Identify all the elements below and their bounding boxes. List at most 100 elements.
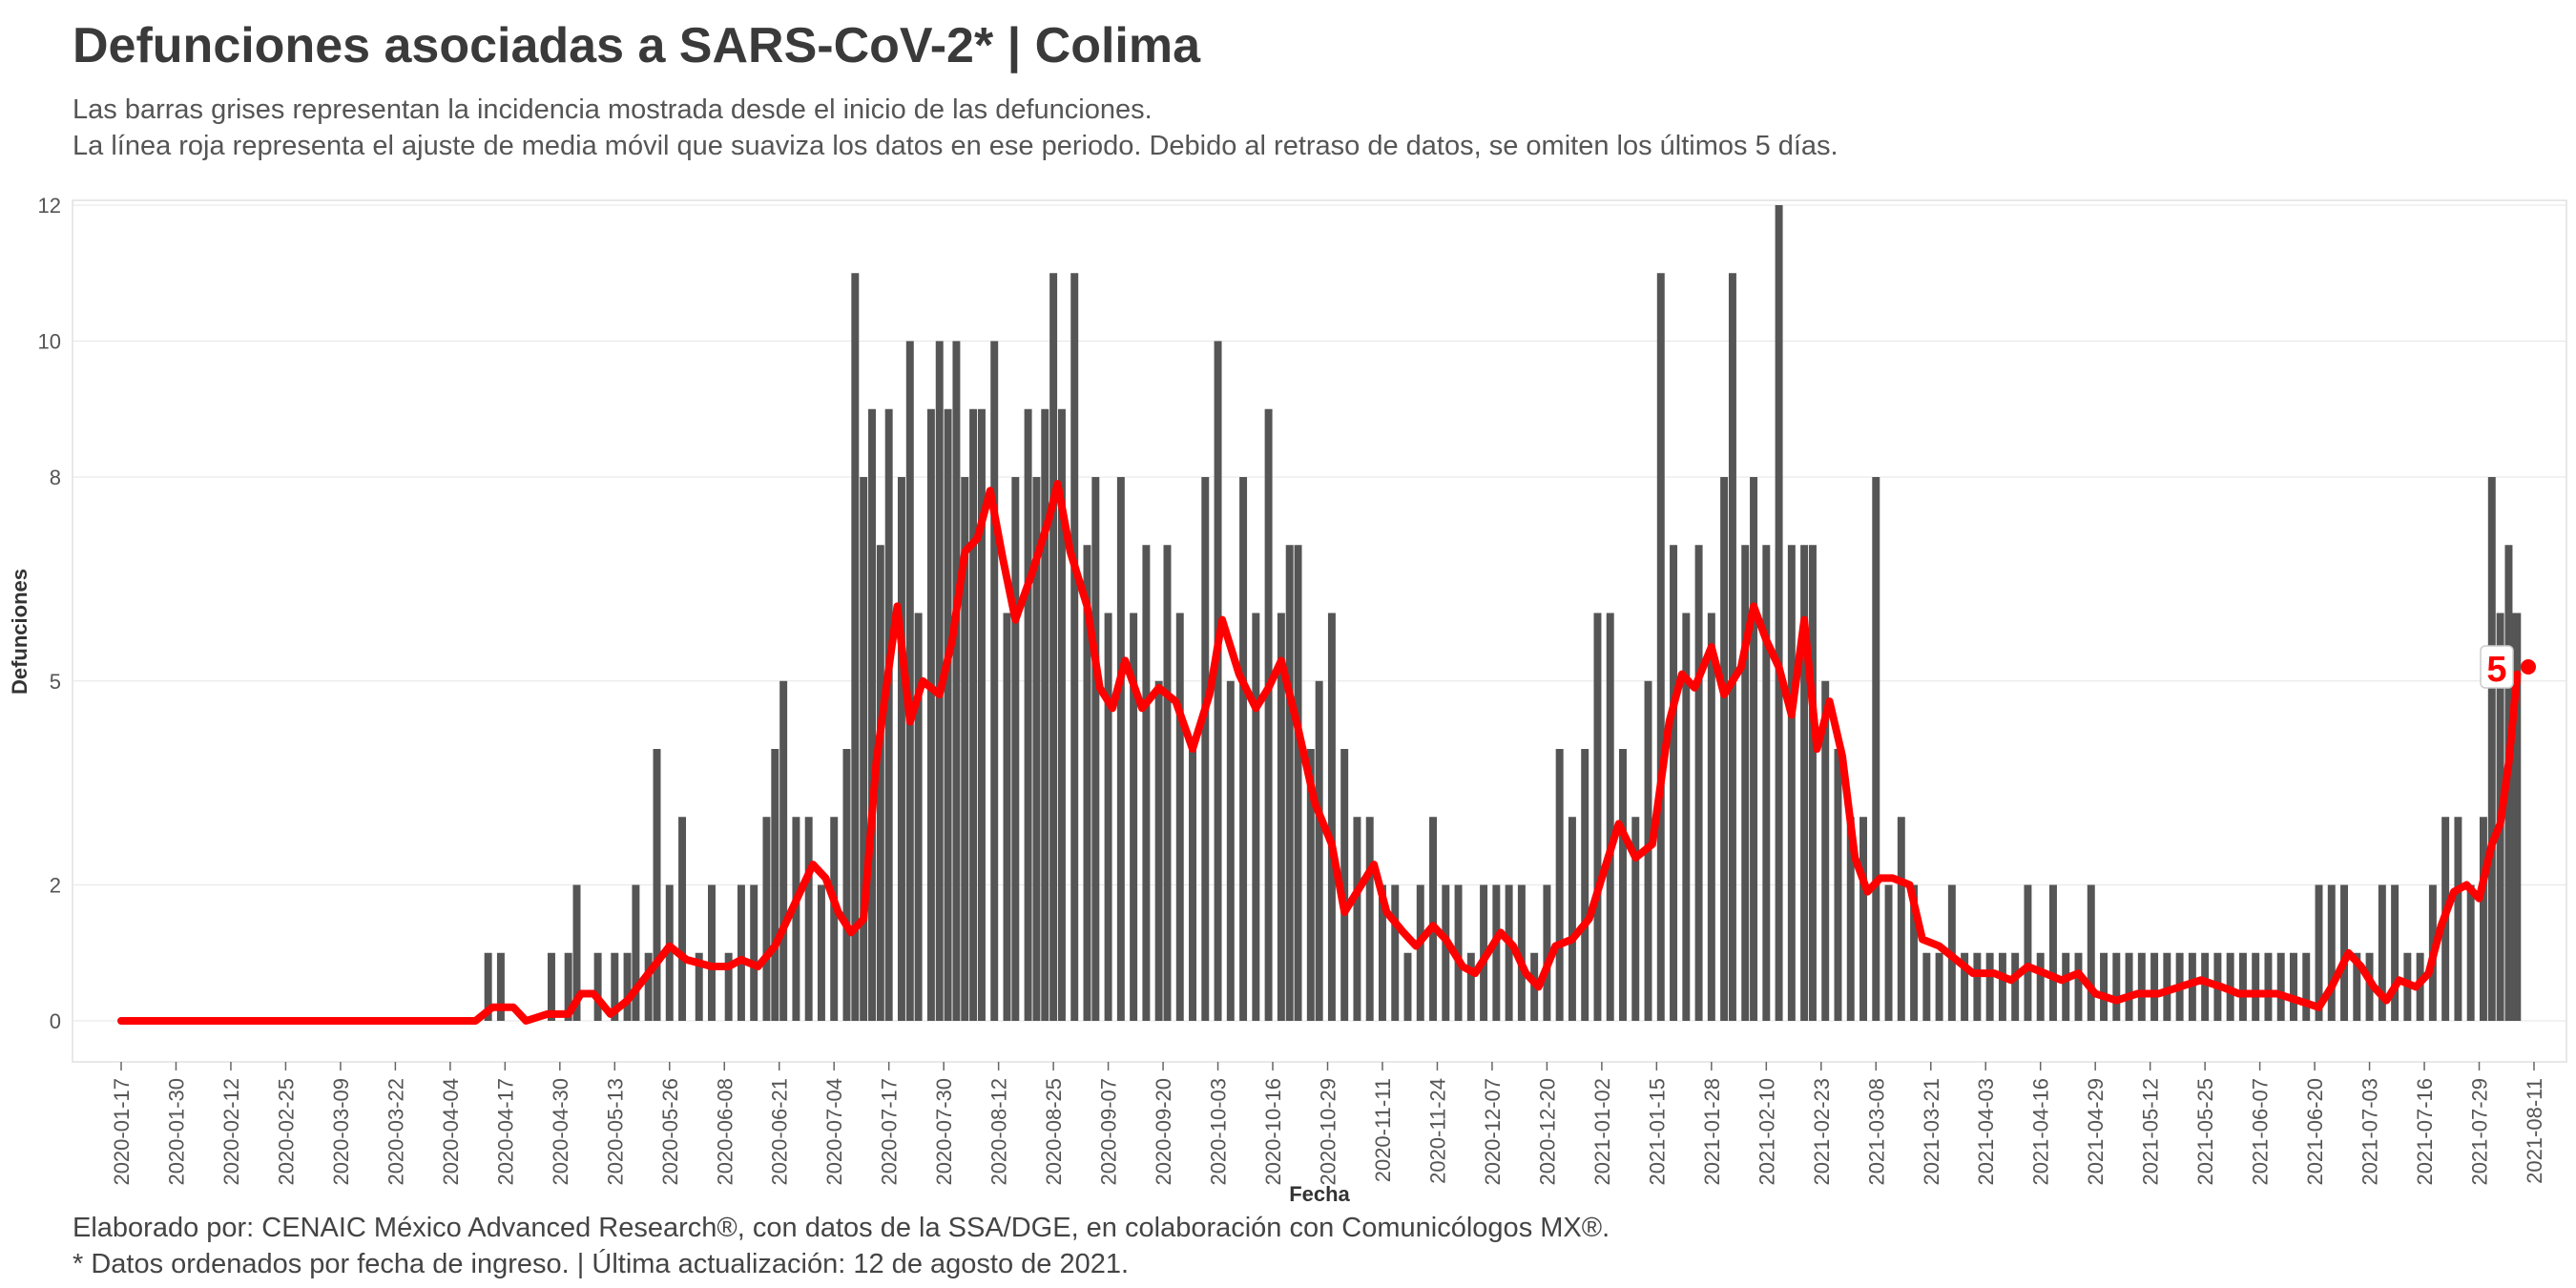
caption-line-1: Elaborado por: CENAIC México Advanced Re…: [73, 1213, 1610, 1243]
chart-caption: Elaborado por: CENAIC México Advanced Re…: [73, 1210, 1610, 1282]
subtitle-line-1: Las barras grises representan la inciden…: [73, 94, 1153, 125]
bar: [1910, 884, 1919, 1021]
bar: [1239, 477, 1248, 1021]
bar: [1568, 817, 1576, 1021]
bar: [1884, 884, 1893, 1021]
x-tick-label: 2021-07-29: [2468, 1078, 2492, 1186]
bar: [1032, 477, 1041, 1021]
bar: [2188, 952, 2196, 1021]
bar: [771, 749, 779, 1021]
bar: [1049, 273, 1058, 1021]
bar: [1720, 477, 1729, 1021]
bar: [1619, 749, 1627, 1021]
x-tick-label: 2020-03-22: [384, 1078, 407, 1186]
bar: [547, 952, 555, 1021]
bar: [1682, 613, 1691, 1021]
bar: [665, 884, 674, 1021]
x-tick-label: 2021-01-28: [1700, 1078, 1724, 1186]
bar: [1226, 680, 1235, 1021]
bar: [1543, 884, 1551, 1021]
moving-average-series: [117, 480, 2522, 1025]
bar: [1104, 613, 1112, 1021]
x-tick-label: 2020-12-07: [1481, 1078, 1505, 1186]
bar: [1083, 545, 1091, 1021]
x-tick-label: 2021-01-02: [1590, 1078, 1614, 1186]
bar: [2340, 884, 2349, 1021]
bar: [1154, 680, 1163, 1021]
bar: [1821, 680, 1830, 1021]
bar: [1252, 613, 1260, 1021]
bar: [1656, 273, 1665, 1021]
bar: [1728, 273, 1736, 1021]
bar: [2391, 884, 2399, 1021]
y-tick-label: 8: [50, 466, 61, 489]
x-tick-label: 2021-01-15: [1645, 1078, 1669, 1186]
bar: [990, 341, 999, 1021]
bar: [977, 408, 986, 1021]
bar: [2378, 884, 2386, 1021]
bar: [2036, 952, 2045, 1021]
bar: [830, 817, 839, 1021]
bar: [2276, 952, 2285, 1021]
bar: [905, 341, 914, 1021]
x-tick-label: 2021-08-11: [2523, 1078, 2546, 1184]
bar: [2487, 477, 2496, 1021]
bar: [1327, 613, 1336, 1021]
bar: [1593, 613, 1602, 1021]
bar: [484, 952, 492, 1021]
bar: [817, 884, 825, 1021]
bar: [2466, 884, 2475, 1021]
bar: [961, 477, 969, 1021]
x-tick-label: 2021-05-12: [2139, 1078, 2163, 1186]
bar: [2290, 952, 2297, 1021]
bar: [779, 680, 788, 1021]
bar: [695, 952, 703, 1021]
y-tick-label: 12: [38, 194, 61, 218]
bar: [1517, 884, 1526, 1021]
bar: [2508, 613, 2517, 1021]
last-value-dot: [2521, 659, 2536, 675]
bar: [1189, 749, 1196, 1021]
bar: [2150, 952, 2159, 1021]
x-tick-label: 2020-05-26: [658, 1078, 682, 1186]
bar: [1285, 545, 1294, 1021]
x-tick-label: 2021-04-03: [1974, 1078, 1998, 1186]
bar: [1057, 408, 1066, 1021]
bar: [876, 545, 884, 1021]
bar: [804, 817, 813, 1021]
bar: [2100, 952, 2109, 1021]
bar: [1787, 545, 1796, 1021]
bar: [1442, 884, 1450, 1021]
bar: [2074, 952, 2083, 1021]
bar: [969, 408, 978, 1021]
bar: [564, 952, 572, 1021]
x-tick-label: 2020-07-17: [878, 1078, 902, 1186]
x-tick-label: 2020-10-16: [1261, 1078, 1285, 1186]
last-value-label: 5: [2486, 650, 2506, 690]
bar: [1670, 545, 1678, 1021]
bar: [572, 884, 581, 1021]
x-tick-label: 2020-04-04: [439, 1078, 463, 1186]
bar: [1340, 749, 1349, 1021]
y-tick-label: 10: [38, 330, 61, 354]
y-axis-title: Defunciones: [8, 569, 31, 695]
x-tick-label: 2021-04-16: [2029, 1078, 2053, 1186]
bar: [1762, 545, 1771, 1021]
x-tick-label: 2021-06-20: [2303, 1078, 2327, 1186]
bar: [1201, 477, 1210, 1021]
x-tick-label: 2021-07-16: [2413, 1078, 2437, 1186]
bar: [2479, 817, 2487, 1021]
bar: [1897, 817, 1905, 1021]
y-tick-label: 0: [50, 1009, 61, 1033]
bar: [868, 408, 876, 1021]
bar: [884, 408, 893, 1021]
bar: [1024, 408, 1032, 1021]
x-tick-label: 2020-11-11: [1371, 1078, 1395, 1182]
bar: [623, 952, 632, 1021]
bar: [952, 341, 961, 1021]
bar: [1416, 884, 1424, 1021]
x-tick-label: 2020-03-09: [329, 1078, 353, 1186]
x-tick-label: 2020-06-08: [713, 1078, 737, 1186]
x-tick-label: 2020-11-24: [1425, 1078, 1449, 1184]
bar: [1175, 613, 1184, 1021]
